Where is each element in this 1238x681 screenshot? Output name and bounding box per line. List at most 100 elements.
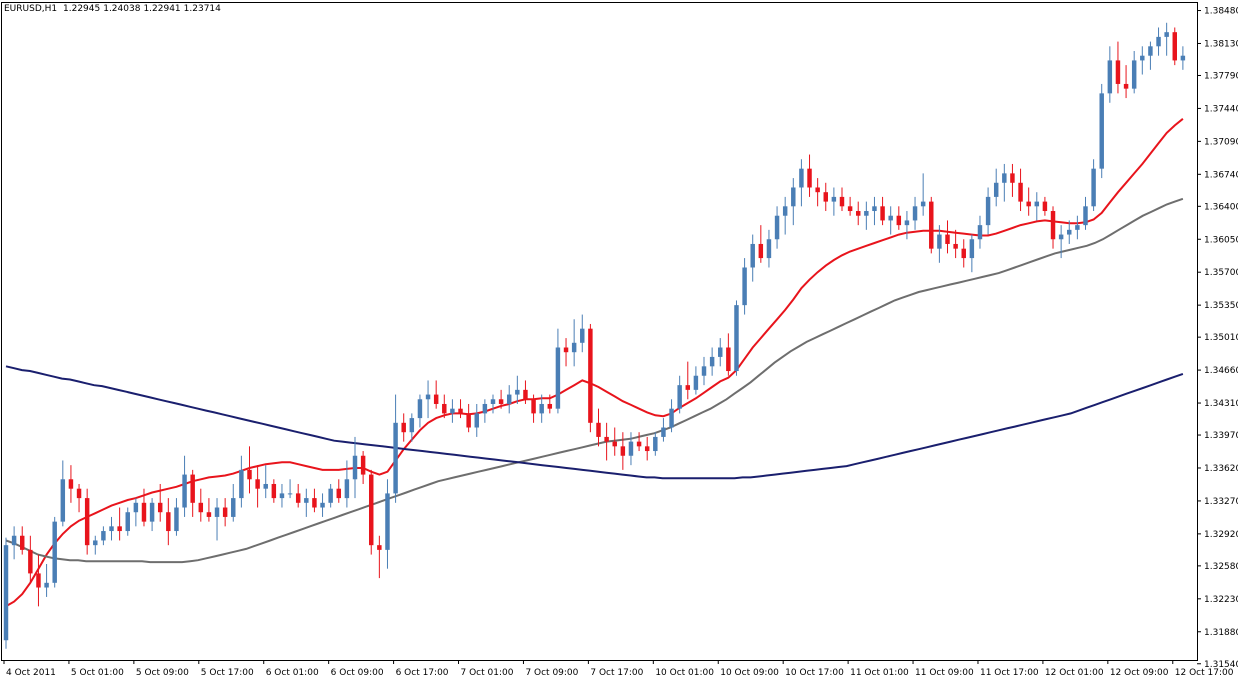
candle — [620, 432, 626, 470]
candle-body — [782, 206, 788, 216]
candle-body — [328, 488, 333, 503]
candle — [304, 488, 309, 517]
candle — [312, 488, 317, 513]
candle — [68, 465, 74, 503]
x-tick-label: 5 Oct 17:00 — [201, 668, 254, 678]
candle — [1034, 192, 1040, 221]
candle — [847, 196, 853, 216]
candle — [872, 196, 877, 226]
candle-body — [1083, 206, 1088, 226]
candle-body — [93, 540, 98, 546]
y-tick-label: 1.37090 — [1204, 137, 1238, 147]
candle — [636, 432, 642, 452]
candle-body — [807, 168, 812, 188]
x-tick-label: 11 Oct 09:00 — [915, 668, 974, 678]
candle — [255, 465, 260, 508]
candle-body — [222, 507, 228, 517]
candle — [1180, 46, 1186, 70]
candle-body — [206, 512, 212, 517]
candle-body — [961, 248, 966, 259]
candle — [945, 220, 950, 254]
candle-body — [157, 502, 163, 513]
open-value: 1.22945 — [63, 4, 101, 14]
candle — [1002, 163, 1007, 202]
candle — [1115, 41, 1121, 94]
candle — [442, 394, 447, 419]
candle-body — [847, 206, 853, 212]
candle-body — [417, 399, 423, 419]
candle — [718, 338, 723, 367]
candle-body — [101, 531, 106, 541]
candle-body — [1099, 93, 1104, 169]
moving-averages — [5, 118, 1184, 608]
candle — [612, 427, 617, 456]
candle-body — [872, 206, 877, 212]
candle — [352, 436, 358, 499]
x-tick-label: 5 Oct 09:00 — [136, 668, 189, 678]
candle — [693, 366, 699, 395]
candle — [1083, 196, 1088, 230]
candle — [904, 211, 910, 240]
candle — [498, 389, 504, 409]
candle-body — [929, 201, 934, 249]
x-tick-label: 11 Oct 17:00 — [980, 668, 1039, 678]
candle — [831, 187, 837, 216]
candle-body — [109, 526, 114, 532]
candle-body — [515, 389, 520, 395]
candle — [190, 469, 195, 517]
candle — [726, 333, 731, 376]
candle-body — [474, 413, 479, 428]
candle-body — [977, 225, 983, 240]
candle — [855, 201, 861, 226]
candle-body — [1058, 234, 1064, 240]
candle-body — [1018, 182, 1023, 202]
candle-body — [1164, 32, 1169, 37]
candle-body — [1042, 201, 1048, 212]
candle-body — [1034, 201, 1040, 207]
candle-body — [839, 196, 845, 207]
x-tick-label: 7 Oct 09:00 — [525, 668, 578, 678]
candle — [709, 347, 715, 376]
candle — [1140, 46, 1145, 75]
candle — [701, 356, 707, 386]
candle-body — [304, 498, 309, 503]
candle — [1148, 41, 1153, 70]
candle-body — [450, 408, 455, 414]
candle — [60, 460, 66, 527]
candle-body — [498, 399, 504, 404]
candle-body — [76, 488, 82, 499]
candle-body — [1123, 83, 1129, 89]
candle-body — [247, 469, 252, 480]
candle — [433, 380, 439, 409]
candle-body — [669, 408, 674, 428]
candle — [1131, 51, 1137, 94]
candle — [807, 154, 812, 197]
candle-body — [791, 187, 796, 207]
candle-body — [580, 328, 585, 343]
candle — [888, 206, 893, 235]
candle-body — [677, 385, 682, 409]
candle-body — [279, 493, 285, 499]
candle — [174, 498, 179, 536]
candle-body — [523, 389, 528, 400]
candle — [369, 469, 374, 555]
chart-frame — [1, 2, 1198, 661]
candle-body — [466, 413, 471, 428]
symbol-label: EURUSD,H1 — [4, 4, 58, 14]
candle — [239, 455, 244, 508]
candle-body — [1075, 225, 1080, 230]
candle — [628, 432, 634, 466]
candle — [466, 403, 471, 433]
candle — [149, 498, 155, 532]
candle — [344, 460, 350, 508]
candle-body — [855, 211, 861, 216]
candle-body — [344, 479, 350, 499]
candle — [839, 187, 845, 212]
candle — [36, 554, 41, 607]
candle — [588, 323, 593, 433]
candle-body — [620, 446, 626, 456]
candle — [109, 516, 114, 541]
candle — [328, 483, 333, 508]
candle — [482, 399, 488, 423]
